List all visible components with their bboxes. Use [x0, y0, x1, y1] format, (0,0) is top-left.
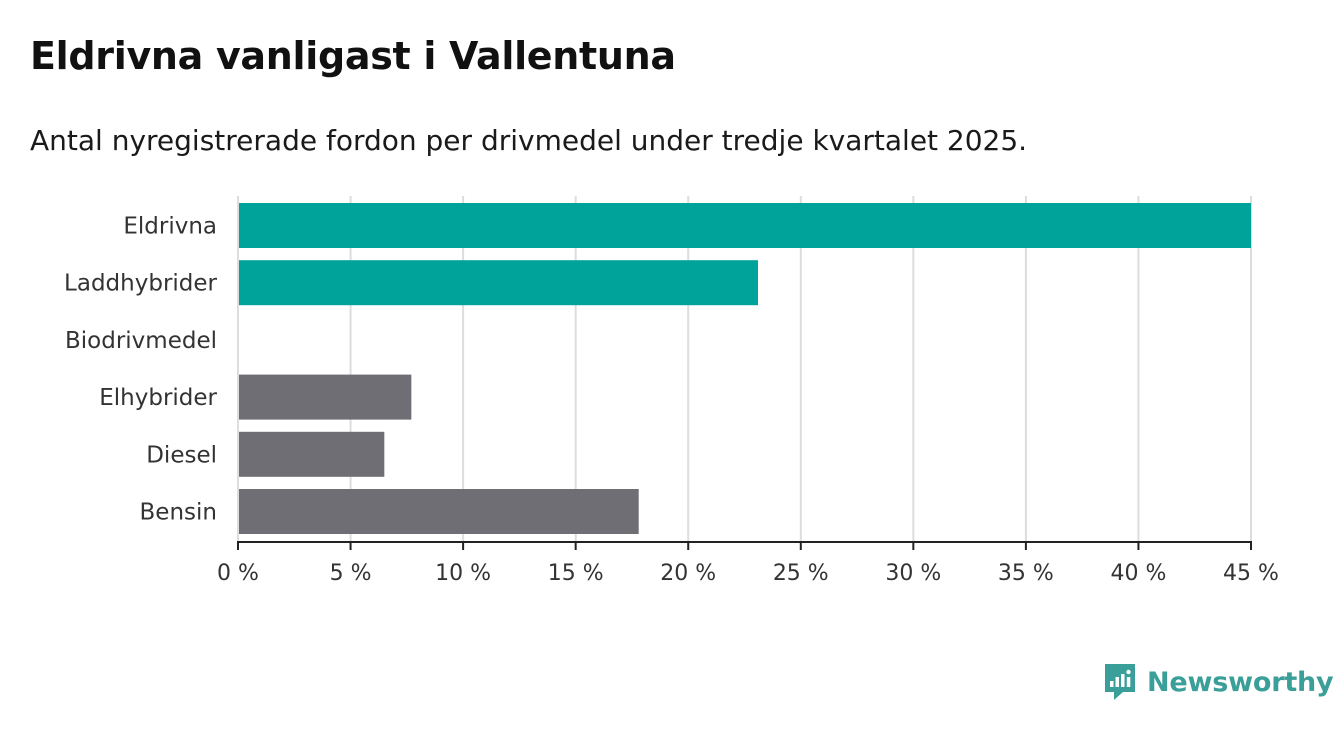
bar-eldrivna — [238, 203, 1251, 248]
x-tick-label-40: 40 % — [1110, 561, 1166, 586]
gridlines — [349, 196, 1252, 542]
category-label-biodrivmedel: Biodrivmedel — [65, 328, 217, 354]
x-tick-label-15: 15 % — [548, 561, 604, 586]
newsworthy-logo-icon — [1105, 664, 1135, 700]
x-tick-label-5: 5 % — [330, 561, 372, 586]
category-label-bensin: Bensin — [140, 500, 217, 526]
x-tick-label-35: 35 % — [998, 561, 1054, 586]
x-tick-label-25: 25 % — [773, 561, 829, 586]
x-tick-label-30: 30 % — [885, 561, 941, 586]
bar-diesel — [238, 431, 385, 477]
x-axis: 0 % 5 % 10 % 15 % 20 % 25 % 30 % 35 % 40 % 45 % — [217, 196, 1279, 586]
bar-laddhybrider — [238, 260, 759, 306]
x-tick-label-10: 10 % — [435, 561, 491, 586]
bar-bensin — [238, 489, 639, 534]
x-tick-label-20: 20 % — [660, 561, 716, 586]
bar-elhybrider — [238, 374, 412, 420]
chart-title: Eldrivna vanligast i Vallentuna — [30, 34, 676, 78]
category-label-elhybrider: Elhybrider — [99, 385, 217, 411]
x-tick-label-0: 0 % — [217, 561, 259, 586]
newsworthy-brand: Newsworthy — [1103, 662, 1334, 702]
category-label-laddhybrider: Laddhybrider — [64, 271, 217, 297]
category-labels: Eldrivna Laddhybrider Biodrivmedel Elhybrid… — [64, 214, 217, 526]
chart-subtitle: Antal nyregistrerade fordon per drivmede… — [30, 124, 1028, 157]
brand-name: Newsworthy — [1147, 666, 1334, 698]
bars — [238, 203, 1251, 534]
category-label-diesel: Diesel — [146, 442, 217, 468]
category-label-eldrivna: Eldrivna — [123, 214, 217, 240]
x-tick-label-45: 45 % — [1223, 561, 1279, 586]
